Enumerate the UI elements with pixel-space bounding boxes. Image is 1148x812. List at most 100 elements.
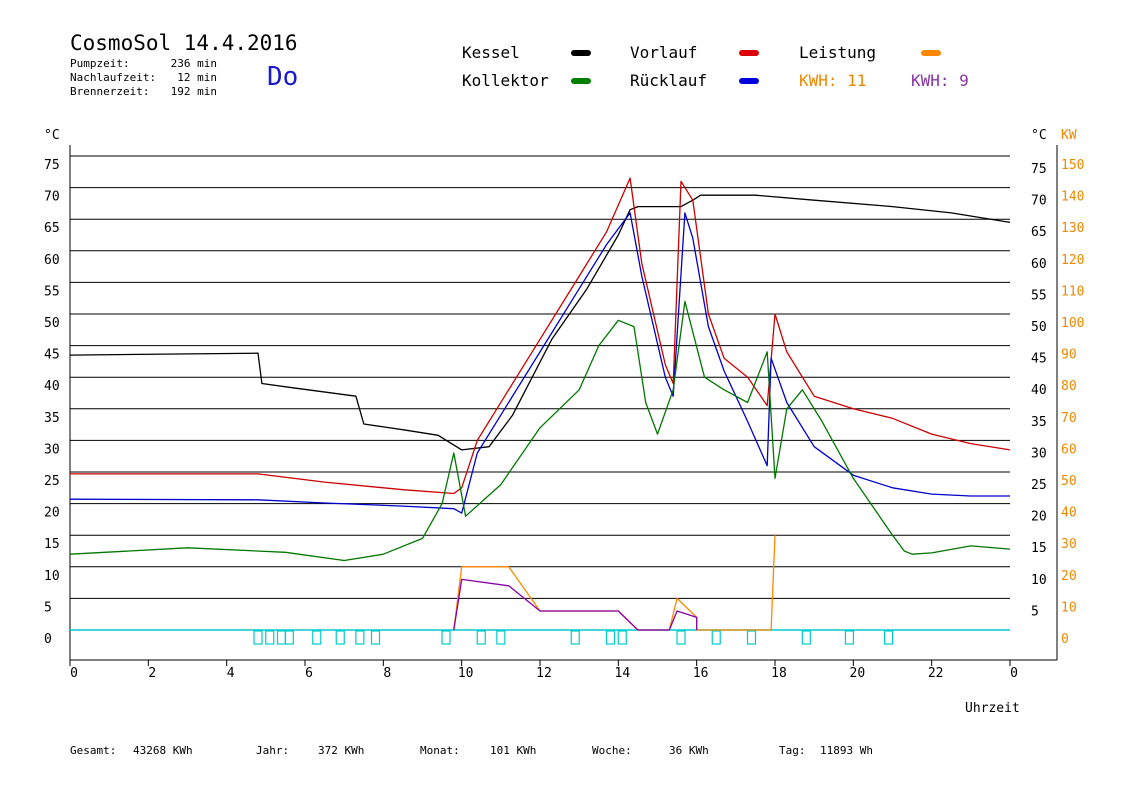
y-tick-label: 15 — [44, 537, 60, 552]
y-axis-unit-left: °C — [44, 128, 60, 143]
y-right-tick-label: 75 — [1031, 162, 1047, 177]
footer-monat-label: Monat: — [420, 744, 460, 757]
series-kessel — [69, 194, 1011, 451]
pump-marker — [441, 630, 451, 645]
y-tick-label: 50 — [44, 316, 60, 331]
pump-marker — [276, 630, 287, 645]
legend-kollektor-swatch — [571, 78, 591, 84]
pump-marker — [284, 630, 294, 645]
stat-nachlaufzeit-value: 12 min — [177, 71, 217, 84]
footer-gesamt-value: 43268 KWh — [133, 744, 193, 757]
x-tick-label: 10 — [458, 666, 474, 681]
pump-marker — [676, 630, 686, 645]
pump-marker — [746, 630, 757, 645]
y-power-tick-label: 110 — [1061, 284, 1084, 299]
kwh-orange-value: KWH: 11 — [799, 71, 867, 90]
pump-marker — [312, 630, 322, 645]
y-tick-label: 35 — [44, 411, 60, 426]
legend-kessel-swatch — [571, 50, 591, 56]
y-right-tick-label: 60 — [1031, 257, 1047, 272]
y-right-tick-label: 35 — [1031, 415, 1047, 430]
y-axis-unit-right: °C — [1031, 128, 1047, 143]
pump-marker — [883, 630, 894, 645]
footer-gesamt-label: Gesamt: — [70, 744, 117, 757]
x-axis-title: Uhrzeit — [965, 701, 1020, 716]
legend-vorlauf-label: Vorlauf — [630, 43, 698, 62]
y-power-tick-label: 30 — [1061, 537, 1077, 552]
footer-tag-value: 11893 Wh — [820, 744, 873, 757]
x-tick-label: 22 — [928, 666, 944, 681]
y-right-tick-label: 15 — [1031, 541, 1047, 556]
y-power-tick-label: 40 — [1061, 506, 1077, 521]
y-right-tick-label: 45 — [1031, 352, 1047, 367]
y-right-tick-label: 40 — [1031, 383, 1047, 398]
x-tick-label: 0 — [70, 666, 78, 681]
y-power-tick-label: 10 — [1061, 600, 1077, 615]
series-kollektor — [69, 300, 1011, 562]
legend-kollektor-label: Kollektor — [462, 71, 549, 90]
stat-brennerzeit-value: 192 min — [170, 85, 217, 98]
legend-leistung-swatch — [921, 50, 941, 56]
y-power-tick-label: 90 — [1061, 348, 1077, 363]
y-tick-label: 70 — [44, 190, 60, 205]
y-tick-label: 60 — [44, 253, 60, 268]
legend-ruecklauf-swatch — [739, 78, 759, 84]
footer-woche-label: Woche: — [592, 744, 632, 757]
y-right-tick-label: 30 — [1031, 446, 1047, 461]
y-power-tick-label: 20 — [1061, 569, 1077, 584]
pump-marker — [711, 630, 721, 645]
pump-marker — [355, 630, 365, 645]
y-right-tick-label: 55 — [1031, 288, 1047, 303]
y-tick-label: 40 — [44, 379, 60, 394]
y-right-tick-label: 65 — [1031, 225, 1047, 240]
stat-nachlaufzeit-label: Nachlaufzeit: — [70, 71, 157, 84]
y-tick-label: 25 — [44, 474, 60, 489]
footer-woche-value: 36 KWh — [669, 744, 709, 757]
y-tick-label: 55 — [44, 284, 60, 299]
y-power-tick-label: 140 — [1061, 190, 1084, 205]
stat-pumpzeit-label: Pumpzeit: — [70, 57, 130, 70]
footer-tag-label: Tag: — [779, 744, 806, 757]
footer-jahr-label: Jahr: — [256, 744, 290, 757]
chart-title: CosmoSol 14.4.2016 — [70, 31, 298, 55]
y-tick-label: 5 — [44, 600, 52, 615]
pump-marker — [844, 630, 855, 645]
x-tick-label: 2 — [148, 666, 156, 681]
stat-brennerzeit-label: Brennerzeit: — [70, 85, 150, 98]
pump-marker — [265, 630, 275, 645]
y-tick-label: 75 — [44, 158, 60, 173]
y-power-tick-label: 70 — [1061, 411, 1077, 426]
y-tick-label: 30 — [44, 442, 60, 457]
pump-marker — [476, 630, 486, 645]
x-tick-label: 20 — [850, 666, 866, 681]
footer-jahr-value: 372 KWh — [318, 744, 365, 757]
pump-marker — [605, 630, 616, 645]
x-tick-label: 12 — [536, 666, 552, 681]
stat-pumpzeit-value: 236 min — [170, 57, 217, 70]
weekday-label: Do — [267, 62, 299, 92]
pump-marker — [335, 630, 345, 645]
y-axis-unit-power: KW — [1061, 128, 1077, 143]
x-tick-label: 8 — [383, 666, 391, 681]
y-right-tick-label: 20 — [1031, 510, 1047, 525]
y-power-tick-label: 150 — [1061, 158, 1084, 173]
pump-marker — [617, 630, 627, 645]
pump-marker — [496, 630, 506, 645]
y-tick-label: 10 — [44, 569, 60, 584]
pump-marker — [570, 630, 580, 645]
y-power-tick-label: 120 — [1061, 253, 1084, 268]
x-tick-label: 4 — [227, 666, 235, 681]
x-tick-label: 0 — [1010, 666, 1018, 681]
y-power-tick-label: 50 — [1061, 474, 1077, 489]
series-leistung — [453, 535, 776, 631]
y-power-tick-label: 130 — [1061, 221, 1084, 236]
pump-marker — [253, 630, 263, 645]
y-tick-label: 0 — [44, 632, 52, 647]
legend-ruecklauf-label: Rücklauf — [630, 71, 708, 90]
pump-marker — [370, 630, 381, 645]
y-power-tick-label: 80 — [1061, 379, 1077, 394]
x-tick-label: 6 — [305, 666, 313, 681]
series-leistung2 — [453, 578, 698, 631]
y-right-tick-label: 70 — [1031, 194, 1047, 209]
